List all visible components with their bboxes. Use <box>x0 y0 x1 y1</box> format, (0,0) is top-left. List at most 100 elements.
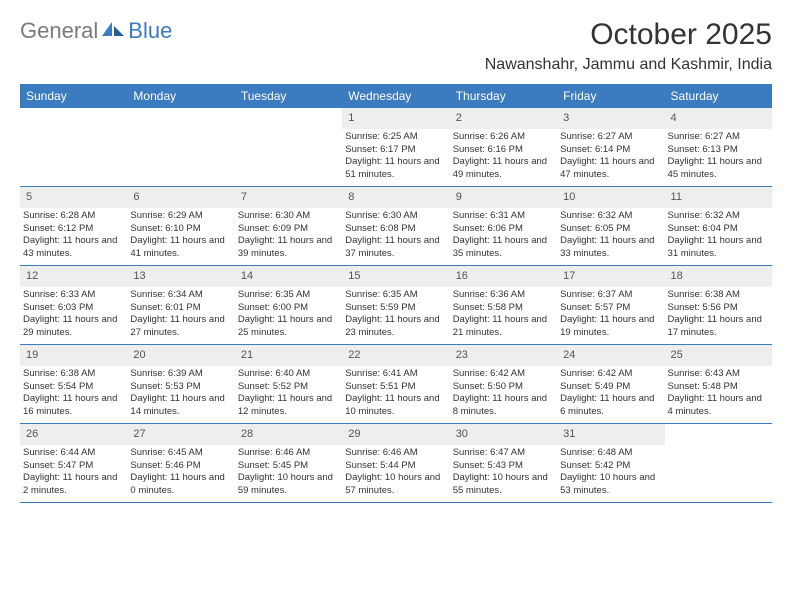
day-number: 19 <box>20 345 127 366</box>
sunrise-text: Sunrise: 6:30 AM <box>238 210 339 223</box>
day-cell: 19Sunrise: 6:38 AMSunset: 5:54 PMDayligh… <box>20 345 127 423</box>
sunrise-text: Sunrise: 6:35 AM <box>345 289 446 302</box>
logo: General Blue <box>20 18 172 44</box>
sunrise-text: Sunrise: 6:32 AM <box>668 210 769 223</box>
day-cell: 1Sunrise: 6:25 AMSunset: 6:17 PMDaylight… <box>342 108 449 186</box>
day-cell <box>665 424 772 502</box>
day-cell: 14Sunrise: 6:35 AMSunset: 6:00 PMDayligh… <box>235 266 342 344</box>
sunrise-text: Sunrise: 6:32 AM <box>560 210 661 223</box>
day-cell: 23Sunrise: 6:42 AMSunset: 5:50 PMDayligh… <box>450 345 557 423</box>
sunset-text: Sunset: 5:54 PM <box>23 381 124 394</box>
day-number: 22 <box>342 345 449 366</box>
daylight-text: Daylight: 11 hours and 21 minutes. <box>453 314 554 340</box>
daylight-text: Daylight: 11 hours and 27 minutes. <box>130 314 231 340</box>
sunset-text: Sunset: 5:47 PM <box>23 460 124 473</box>
sunrise-text: Sunrise: 6:30 AM <box>345 210 446 223</box>
day-cell: 4Sunrise: 6:27 AMSunset: 6:13 PMDaylight… <box>665 108 772 186</box>
day-body: Sunrise: 6:38 AMSunset: 5:54 PMDaylight:… <box>20 366 127 422</box>
sunset-text: Sunset: 6:00 PM <box>238 302 339 315</box>
day-body: Sunrise: 6:31 AMSunset: 6:06 PMDaylight:… <box>450 208 557 264</box>
weekday-label: Saturday <box>665 84 772 108</box>
day-cell: 27Sunrise: 6:45 AMSunset: 5:46 PMDayligh… <box>127 424 234 502</box>
sunset-text: Sunset: 6:06 PM <box>453 223 554 236</box>
sunset-text: Sunset: 5:49 PM <box>560 381 661 394</box>
day-cell: 5Sunrise: 6:28 AMSunset: 6:12 PMDaylight… <box>20 187 127 265</box>
day-cell: 12Sunrise: 6:33 AMSunset: 6:03 PMDayligh… <box>20 266 127 344</box>
daylight-text: Daylight: 10 hours and 59 minutes. <box>238 472 339 498</box>
day-body: Sunrise: 6:38 AMSunset: 5:56 PMDaylight:… <box>665 287 772 343</box>
weekday-label: Friday <box>557 84 664 108</box>
sunset-text: Sunset: 6:16 PM <box>453 144 554 157</box>
sunset-text: Sunset: 6:09 PM <box>238 223 339 236</box>
day-body: Sunrise: 6:43 AMSunset: 5:48 PMDaylight:… <box>665 366 772 422</box>
sunrise-text: Sunrise: 6:35 AM <box>238 289 339 302</box>
daylight-text: Daylight: 11 hours and 8 minutes. <box>453 393 554 419</box>
day-cell: 11Sunrise: 6:32 AMSunset: 6:04 PMDayligh… <box>665 187 772 265</box>
daylight-text: Daylight: 11 hours and 6 minutes. <box>560 393 661 419</box>
day-body: Sunrise: 6:46 AMSunset: 5:45 PMDaylight:… <box>235 445 342 501</box>
day-cell: 15Sunrise: 6:35 AMSunset: 5:59 PMDayligh… <box>342 266 449 344</box>
day-body: Sunrise: 6:29 AMSunset: 6:10 PMDaylight:… <box>127 208 234 264</box>
sunrise-text: Sunrise: 6:40 AM <box>238 368 339 381</box>
daylight-text: Daylight: 11 hours and 45 minutes. <box>668 156 769 182</box>
day-cell <box>20 108 127 186</box>
day-cell: 10Sunrise: 6:32 AMSunset: 6:05 PMDayligh… <box>557 187 664 265</box>
sunset-text: Sunset: 5:58 PM <box>453 302 554 315</box>
daylight-text: Daylight: 11 hours and 10 minutes. <box>345 393 446 419</box>
title-block: October 2025 Nawanshahr, Jammu and Kashm… <box>485 18 772 78</box>
day-body: Sunrise: 6:39 AMSunset: 5:53 PMDaylight:… <box>127 366 234 422</box>
sunrise-text: Sunrise: 6:34 AM <box>130 289 231 302</box>
sunset-text: Sunset: 5:50 PM <box>453 381 554 394</box>
day-cell: 31Sunrise: 6:48 AMSunset: 5:42 PMDayligh… <box>557 424 664 502</box>
sunrise-text: Sunrise: 6:45 AM <box>130 447 231 460</box>
day-cell: 6Sunrise: 6:29 AMSunset: 6:10 PMDaylight… <box>127 187 234 265</box>
sunset-text: Sunset: 6:08 PM <box>345 223 446 236</box>
day-number: 2 <box>450 108 557 129</box>
day-cell: 25Sunrise: 6:43 AMSunset: 5:48 PMDayligh… <box>665 345 772 423</box>
daylight-text: Daylight: 11 hours and 33 minutes. <box>560 235 661 261</box>
calendar-grid: 1Sunrise: 6:25 AMSunset: 6:17 PMDaylight… <box>20 108 772 503</box>
daylight-text: Daylight: 11 hours and 35 minutes. <box>453 235 554 261</box>
daylight-text: Daylight: 11 hours and 12 minutes. <box>238 393 339 419</box>
day-cell: 21Sunrise: 6:40 AMSunset: 5:52 PMDayligh… <box>235 345 342 423</box>
day-number: 27 <box>127 424 234 445</box>
sunrise-text: Sunrise: 6:46 AM <box>238 447 339 460</box>
sunrise-text: Sunrise: 6:39 AM <box>130 368 231 381</box>
day-cell: 30Sunrise: 6:47 AMSunset: 5:43 PMDayligh… <box>450 424 557 502</box>
daylight-text: Daylight: 11 hours and 31 minutes. <box>668 235 769 261</box>
day-cell: 20Sunrise: 6:39 AMSunset: 5:53 PMDayligh… <box>127 345 234 423</box>
sunrise-text: Sunrise: 6:33 AM <box>23 289 124 302</box>
daylight-text: Daylight: 11 hours and 23 minutes. <box>345 314 446 340</box>
sunset-text: Sunset: 6:13 PM <box>668 144 769 157</box>
day-body: Sunrise: 6:32 AMSunset: 6:05 PMDaylight:… <box>557 208 664 264</box>
day-number: 26 <box>20 424 127 445</box>
weekday-label: Thursday <box>450 84 557 108</box>
day-number: 30 <box>450 424 557 445</box>
sunset-text: Sunset: 6:05 PM <box>560 223 661 236</box>
sunrise-text: Sunrise: 6:36 AM <box>453 289 554 302</box>
day-body: Sunrise: 6:46 AMSunset: 5:44 PMDaylight:… <box>342 445 449 501</box>
day-body: Sunrise: 6:30 AMSunset: 6:09 PMDaylight:… <box>235 208 342 264</box>
sunset-text: Sunset: 5:44 PM <box>345 460 446 473</box>
day-body: Sunrise: 6:41 AMSunset: 5:51 PMDaylight:… <box>342 366 449 422</box>
day-body: Sunrise: 6:26 AMSunset: 6:16 PMDaylight:… <box>450 129 557 185</box>
day-number: 18 <box>665 266 772 287</box>
daylight-text: Daylight: 11 hours and 25 minutes. <box>238 314 339 340</box>
day-number: 1 <box>342 108 449 129</box>
sunrise-text: Sunrise: 6:42 AM <box>560 368 661 381</box>
sunset-text: Sunset: 6:03 PM <box>23 302 124 315</box>
weekday-header: Sunday Monday Tuesday Wednesday Thursday… <box>20 84 772 108</box>
day-cell: 8Sunrise: 6:30 AMSunset: 6:08 PMDaylight… <box>342 187 449 265</box>
day-cell <box>127 108 234 186</box>
day-cell: 13Sunrise: 6:34 AMSunset: 6:01 PMDayligh… <box>127 266 234 344</box>
daylight-text: Daylight: 10 hours and 55 minutes. <box>453 472 554 498</box>
daylight-text: Daylight: 11 hours and 41 minutes. <box>130 235 231 261</box>
sunset-text: Sunset: 5:59 PM <box>345 302 446 315</box>
month-title: October 2025 <box>485 18 772 52</box>
sunrise-text: Sunrise: 6:29 AM <box>130 210 231 223</box>
daylight-text: Daylight: 11 hours and 4 minutes. <box>668 393 769 419</box>
day-cell: 2Sunrise: 6:26 AMSunset: 6:16 PMDaylight… <box>450 108 557 186</box>
week-row: 12Sunrise: 6:33 AMSunset: 6:03 PMDayligh… <box>20 266 772 345</box>
week-row: 19Sunrise: 6:38 AMSunset: 5:54 PMDayligh… <box>20 345 772 424</box>
logo-text-1: General <box>20 18 98 44</box>
